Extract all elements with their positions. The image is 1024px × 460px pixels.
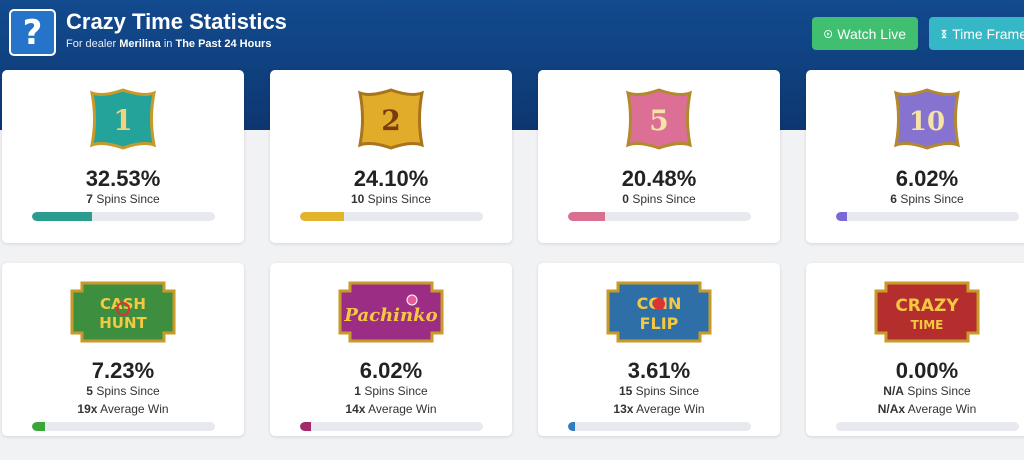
svg-text:CRAZY: CRAZY xyxy=(895,296,959,316)
stat-card-pachinko: Pachinko 6.02% 1 Spins Since 14x Average… xyxy=(270,263,512,436)
progress-fill xyxy=(568,212,606,221)
spins-since: 1 Spins Since xyxy=(354,384,428,398)
progress-bar xyxy=(836,422,1019,431)
number-1-emblem-icon: 1 xyxy=(90,88,156,150)
progress-fill xyxy=(32,422,46,431)
percent-value: 7.23% xyxy=(91,358,155,383)
spins-since: 7 Spins Since xyxy=(86,192,160,206)
crazy-time-emblem-icon: CRAZY TIME xyxy=(874,281,980,343)
spins-since: 0 Spins Since xyxy=(622,192,696,206)
stat-card-5: 5 20.48% 0 Spins Since xyxy=(538,70,780,243)
stat-card-crazy-time: CRAZY TIME 0.00% N/A Spins Since N/Ax Av… xyxy=(806,263,1024,436)
number-10-emblem-icon: 10 xyxy=(894,88,960,150)
percent-value: 20.48% xyxy=(621,166,697,191)
svg-text:10: 10 xyxy=(909,107,945,137)
progress-fill xyxy=(32,212,92,221)
help-icon[interactable]: ? xyxy=(9,9,56,56)
stat-card-coin-flip: COIN FLIP 3.61% 15 Spins Since 13x Avera… xyxy=(538,263,780,436)
progress-bar xyxy=(568,212,751,221)
time-frame-button[interactable]: Time Frame xyxy=(929,17,1024,50)
spins-since: 15 Spins Since xyxy=(618,384,700,398)
progress-bar xyxy=(32,212,215,221)
average-win: N/Ax Average Win xyxy=(877,402,977,416)
subtitle-prefix: For dealer xyxy=(66,38,117,50)
spins-since: N/A Spins Since xyxy=(883,384,971,398)
svg-text:1: 1 xyxy=(113,104,132,137)
cash-hunt-emblem-icon: CASH HUNT xyxy=(70,281,176,343)
time-period: The Past 24 Hours xyxy=(175,38,272,50)
spins-since: 6 Spins Since xyxy=(890,192,964,206)
hourglass-icon xyxy=(941,29,947,38)
percent-value: 3.61% xyxy=(627,358,691,383)
progress-bar xyxy=(568,422,751,431)
progress-bar xyxy=(300,212,483,221)
average-win: 14x Average Win xyxy=(345,402,437,416)
svg-text:5: 5 xyxy=(649,104,668,137)
svg-text:Pachinko: Pachinko xyxy=(343,305,437,326)
subtitle-mid: in xyxy=(163,38,173,50)
progress-fill xyxy=(568,422,575,431)
watch-live-button[interactable]: Watch Live xyxy=(812,17,918,50)
play-circle-icon xyxy=(824,29,833,38)
progress-bar xyxy=(32,422,215,431)
pachinko-emblem-icon: Pachinko xyxy=(338,281,444,343)
coin-flip-emblem-icon: COIN FLIP xyxy=(606,281,712,343)
stat-card-10: 10 6.02% 6 Spins Since xyxy=(806,70,1024,243)
progress-bar xyxy=(836,212,1019,221)
number-5-emblem-icon: 5 xyxy=(626,88,692,150)
progress-fill xyxy=(300,422,312,431)
percent-value: 6.02% xyxy=(895,166,959,191)
dealer-name: Merilina xyxy=(119,38,161,50)
progress-fill xyxy=(836,212,848,221)
average-win: 19x Average Win xyxy=(77,402,169,416)
progress-bar xyxy=(300,422,483,431)
average-win: 13x Average Win xyxy=(613,402,705,416)
spins-since: 10 Spins Since xyxy=(350,192,432,206)
percent-value: 24.10% xyxy=(353,166,429,191)
svg-text:2: 2 xyxy=(381,104,400,137)
stat-card-2: 2 24.10% 10 Spins Since xyxy=(270,70,512,243)
percent-value: 32.53% xyxy=(85,166,161,191)
stat-card-1: 1 32.53% 7 Spins Since xyxy=(2,70,244,243)
svg-text:HUNT: HUNT xyxy=(99,314,147,332)
number-2-emblem-icon: 2 xyxy=(358,88,424,150)
percent-value: 6.02% xyxy=(359,358,423,383)
stat-card-cash-hunt: CASH HUNT 7.23% 5 Spins Since 19x Averag… xyxy=(2,263,244,436)
svg-text:TIME: TIME xyxy=(911,318,944,332)
page-subtitle: For dealer Merilina in The Past 24 Hours xyxy=(66,38,271,50)
page-title: Crazy Time Statistics xyxy=(66,9,287,34)
svg-text:FLIP: FLIP xyxy=(640,314,679,333)
percent-value: 0.00% xyxy=(895,358,959,383)
progress-fill xyxy=(300,212,345,221)
spins-since: 5 Spins Since xyxy=(86,384,160,398)
